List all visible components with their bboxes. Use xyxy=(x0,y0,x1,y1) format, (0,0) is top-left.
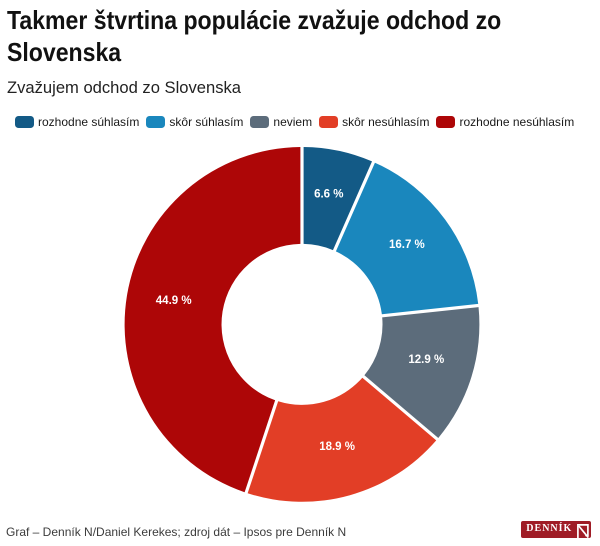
svg-text:6.6 %: 6.6 % xyxy=(314,189,343,201)
svg-text:18.9 %: 18.9 % xyxy=(319,441,355,453)
svg-text:12.9 %: 12.9 % xyxy=(408,354,444,366)
svg-text:16.7 %: 16.7 % xyxy=(389,239,425,251)
svg-text:44.9 %: 44.9 % xyxy=(156,295,192,307)
